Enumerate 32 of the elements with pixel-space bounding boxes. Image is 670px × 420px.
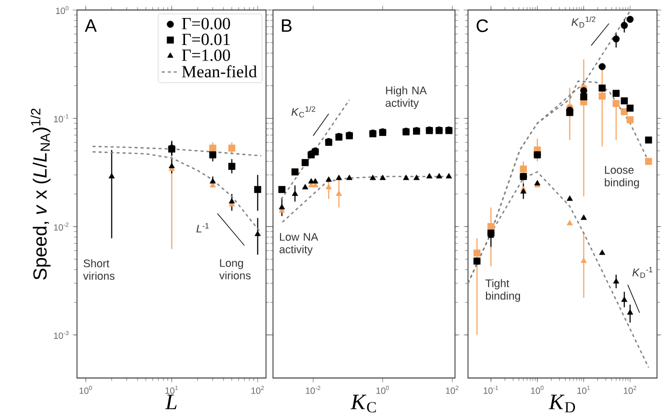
x-tick-label: 10$^{1}$ bbox=[577, 386, 590, 394]
legend-label: Γ=1.00 bbox=[182, 49, 230, 62]
x-axis-title: L bbox=[165, 394, 177, 410]
x-tick-label: 10$^{0}$ bbox=[80, 386, 92, 394]
annotation: High NA activity bbox=[386, 86, 427, 110]
y-tick-label: 10$^{0}$ bbox=[56, 6, 68, 14]
x-tick-label: 10$^{1}$ bbox=[166, 386, 178, 394]
y-tick-label: 10$^{-2}$ bbox=[54, 222, 68, 231]
x-tick-label: 10$^{2}$ bbox=[446, 386, 458, 394]
x-tick-label: 10$^{0}$ bbox=[531, 386, 544, 394]
x-axis-title: K$_{C}$ bbox=[350, 394, 376, 412]
x-axis-title: K$_{D}$ bbox=[548, 394, 576, 412]
y-tick-label: 10$^{-3}$ bbox=[54, 330, 68, 339]
annotation: Low NA activity bbox=[280, 233, 318, 256]
legend-label: Mean-field bbox=[182, 65, 257, 78]
x-tick-label: 10$^{0}$ bbox=[376, 386, 389, 394]
annotation: L$^{-1}$ bbox=[196, 223, 209, 232]
annotation: Tight binding bbox=[486, 279, 520, 302]
annotation: C bbox=[476, 19, 488, 32]
y-tick-label: 10$^{-1}$ bbox=[54, 114, 68, 122]
legend-label: Γ=0.01 bbox=[182, 34, 230, 46]
annotation: Long virions bbox=[219, 259, 251, 280]
annotation: Short virions bbox=[83, 259, 114, 280]
x-tick-label: 10$^{-2}$ bbox=[306, 386, 320, 394]
x-tick-label: 10$^{2}$ bbox=[251, 386, 264, 394]
x-tick-label: 10$^{-1}$ bbox=[484, 386, 498, 394]
annotation: Loose binding bbox=[604, 166, 639, 188]
legend-label: Γ=0.00 bbox=[182, 18, 230, 30]
text: Speed, v x (L/L$_{NA}$)$^{1/2}$ bbox=[30, 108, 50, 280]
annotation: A bbox=[84, 19, 97, 32]
x-tick-label: 10$^{2}$ bbox=[624, 386, 636, 394]
annotation: B bbox=[282, 19, 292, 32]
